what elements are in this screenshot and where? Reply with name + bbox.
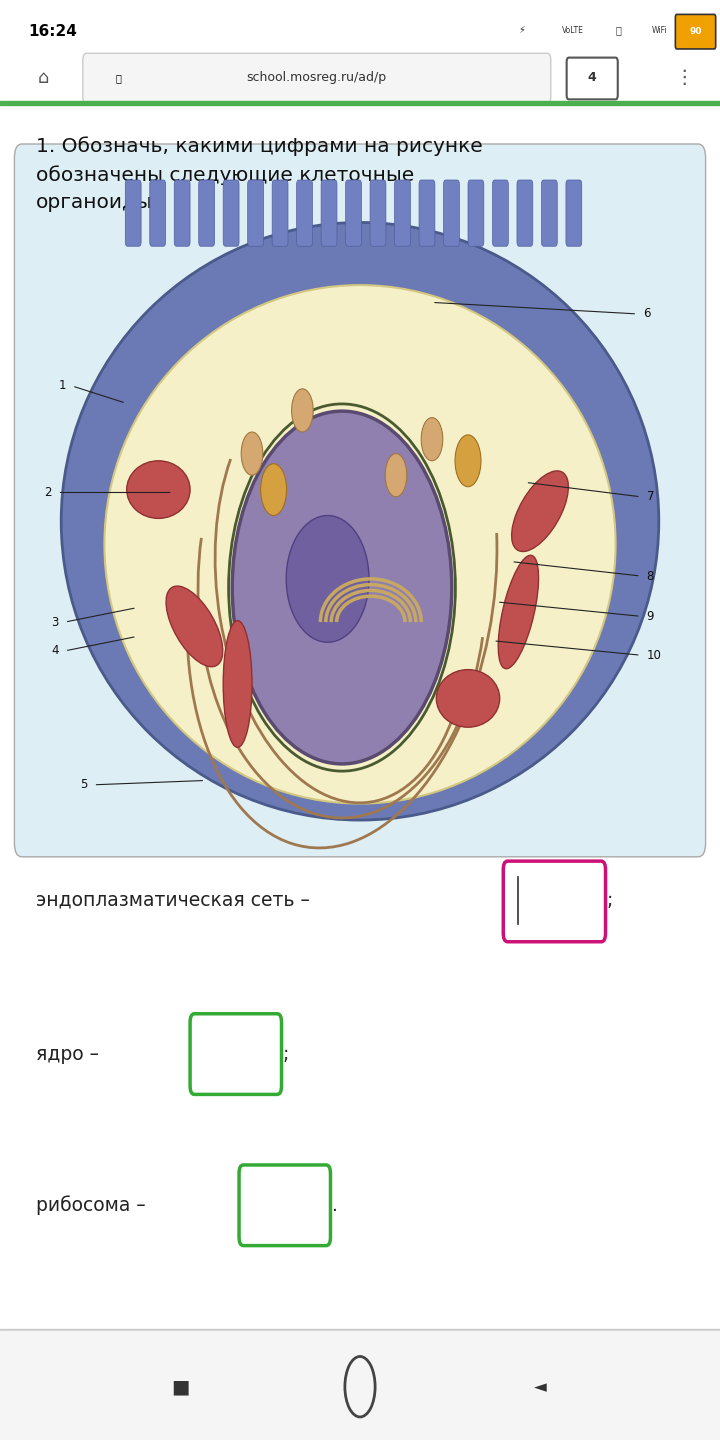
Text: 8: 8 xyxy=(647,569,654,583)
Text: 4: 4 xyxy=(52,644,59,658)
FancyBboxPatch shape xyxy=(239,1165,330,1246)
Text: 90: 90 xyxy=(689,27,702,36)
Text: 16:24: 16:24 xyxy=(29,24,78,39)
FancyBboxPatch shape xyxy=(566,180,582,246)
Ellipse shape xyxy=(104,285,616,804)
FancyBboxPatch shape xyxy=(83,53,551,104)
Text: 📶: 📶 xyxy=(616,26,621,35)
Circle shape xyxy=(261,464,287,516)
Text: ;: ; xyxy=(607,890,613,910)
Text: 4: 4 xyxy=(588,71,596,85)
Text: WiFi: WiFi xyxy=(652,26,667,35)
Text: ◄: ◄ xyxy=(534,1378,546,1395)
Text: 7: 7 xyxy=(647,490,654,504)
FancyBboxPatch shape xyxy=(567,58,618,99)
Ellipse shape xyxy=(61,222,659,819)
FancyBboxPatch shape xyxy=(248,180,264,246)
Ellipse shape xyxy=(498,556,539,668)
Bar xyxy=(0,1331,720,1440)
Ellipse shape xyxy=(223,621,252,747)
FancyBboxPatch shape xyxy=(468,180,484,246)
Circle shape xyxy=(455,435,481,487)
FancyBboxPatch shape xyxy=(297,180,312,246)
Ellipse shape xyxy=(436,670,500,727)
Ellipse shape xyxy=(166,586,222,667)
Text: эндоплазматическая сеть –: эндоплазматическая сеть – xyxy=(36,890,316,910)
Ellipse shape xyxy=(287,516,369,642)
FancyBboxPatch shape xyxy=(444,180,459,246)
Bar xyxy=(0,55,720,101)
FancyBboxPatch shape xyxy=(223,180,239,246)
FancyBboxPatch shape xyxy=(125,180,141,246)
Bar xyxy=(0,0,720,55)
Bar xyxy=(0,1329,720,1331)
FancyBboxPatch shape xyxy=(190,1014,282,1094)
Text: 10: 10 xyxy=(647,648,662,662)
FancyBboxPatch shape xyxy=(321,180,337,246)
Text: рибосома –: рибосома – xyxy=(36,1195,152,1215)
Text: .: . xyxy=(332,1195,338,1215)
Text: 1. Обозначь, какими цифрами на рисунке
обозначены следующие клеточные
органоиды:: 1. Обозначь, какими цифрами на рисунке о… xyxy=(36,137,482,212)
FancyBboxPatch shape xyxy=(492,180,508,246)
Text: 1: 1 xyxy=(59,379,66,393)
FancyBboxPatch shape xyxy=(675,14,716,49)
Text: ⋮: ⋮ xyxy=(674,68,694,88)
FancyBboxPatch shape xyxy=(517,180,533,246)
FancyBboxPatch shape xyxy=(395,180,410,246)
FancyBboxPatch shape xyxy=(272,180,288,246)
FancyBboxPatch shape xyxy=(503,861,606,942)
Text: 9: 9 xyxy=(647,609,654,624)
Circle shape xyxy=(421,418,443,461)
FancyBboxPatch shape xyxy=(14,144,706,857)
Circle shape xyxy=(241,432,263,475)
Bar xyxy=(0,105,720,1382)
FancyBboxPatch shape xyxy=(370,180,386,246)
Circle shape xyxy=(292,389,313,432)
Text: VoLTE: VoLTE xyxy=(562,26,583,35)
Text: ⌂: ⌂ xyxy=(37,69,49,86)
Circle shape xyxy=(385,454,407,497)
Text: ⚡: ⚡ xyxy=(518,26,526,35)
FancyBboxPatch shape xyxy=(174,180,190,246)
FancyBboxPatch shape xyxy=(541,180,557,246)
FancyBboxPatch shape xyxy=(419,180,435,246)
FancyBboxPatch shape xyxy=(150,180,166,246)
Text: school.mosreg.ru/ad/p: school.mosreg.ru/ad/p xyxy=(247,71,387,85)
Text: ядро –: ядро – xyxy=(36,1044,105,1064)
Bar xyxy=(0,101,720,105)
Text: 2: 2 xyxy=(45,485,52,500)
Ellipse shape xyxy=(232,410,452,763)
Text: 🔒: 🔒 xyxy=(116,73,122,82)
FancyBboxPatch shape xyxy=(199,180,215,246)
FancyBboxPatch shape xyxy=(346,180,361,246)
Text: ■: ■ xyxy=(171,1377,189,1397)
Ellipse shape xyxy=(512,471,568,552)
Text: ;: ; xyxy=(283,1044,289,1064)
Ellipse shape xyxy=(127,461,190,518)
Text: 5: 5 xyxy=(81,778,88,792)
Text: 6: 6 xyxy=(643,307,650,321)
Text: 3: 3 xyxy=(52,615,59,629)
